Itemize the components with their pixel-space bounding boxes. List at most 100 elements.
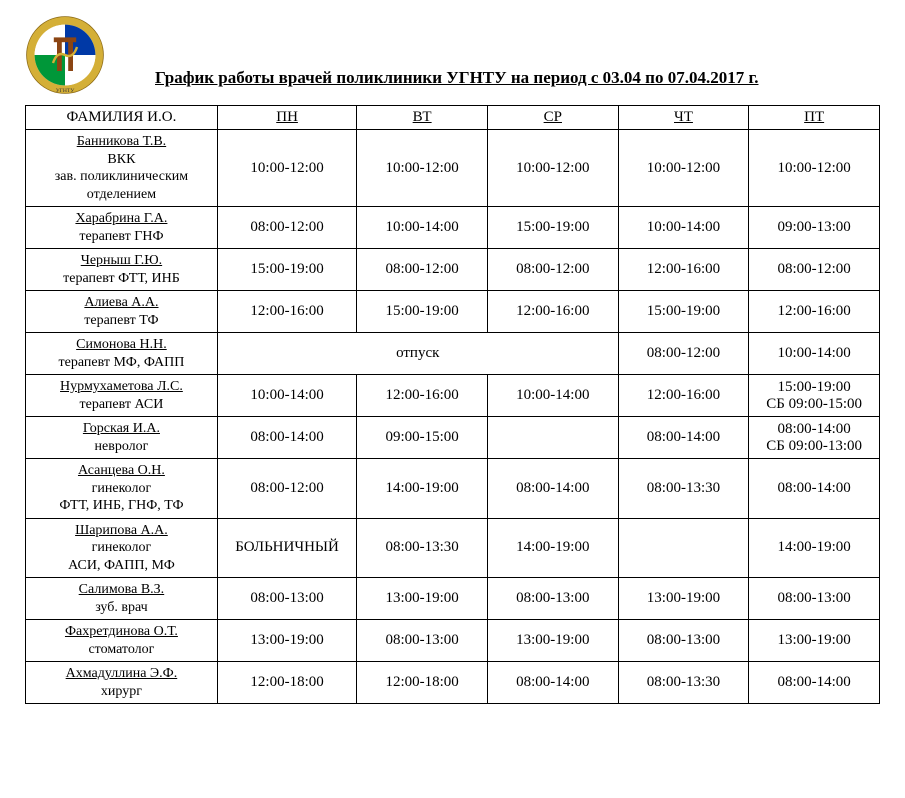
doctor-name: Асанцева О.Н. [32, 462, 211, 480]
time-cell: 12:00-16:00 [618, 249, 749, 291]
col-fri: ПТ [749, 106, 880, 130]
time-cell: 10:00-14:00 [487, 375, 618, 417]
time-cell: 08:00-14:00 [749, 459, 880, 519]
table-row: Нурмухаметова Л.С.терапевт АСИ10:00-14:0… [26, 375, 880, 417]
time-cell: 08:00-13:00 [618, 620, 749, 662]
col-name: ФАМИЛИЯ И.О. [26, 106, 218, 130]
doctor-role: зуб. врач [32, 599, 211, 617]
table-body: Банникова Т.В.ВКК зав. поликлиническим о… [26, 130, 880, 704]
time-cell: 15:00-19:00 СБ 09:00-15:00 [749, 375, 880, 417]
time-cell: 08:00-13:30 [357, 518, 488, 578]
doctor-name: Шарипова А.А. [32, 522, 211, 540]
time-cell [618, 518, 749, 578]
table-row: Симонова Н.Н.терапевт МФ, ФАППотпуск08:0… [26, 333, 880, 375]
table-row: Черныш Г.Ю.терапевт ФТТ, ИНБ15:00-19:000… [26, 249, 880, 291]
doctor-name: Алиева А.А. [32, 294, 211, 312]
time-cell: 12:00-16:00 [618, 375, 749, 417]
time-cell: 08:00-12:00 [357, 249, 488, 291]
time-cell: 09:00-15:00 [357, 417, 488, 459]
doctor-name: Нурмухаметова Л.С. [32, 378, 211, 396]
time-cell: 10:00-12:00 [749, 130, 880, 207]
time-cell: 09:00-13:00 [749, 207, 880, 249]
doctor-role: стоматолог [32, 641, 211, 659]
doctor-name: Харабрина Г.А. [32, 210, 211, 228]
time-cell: 12:00-16:00 [357, 375, 488, 417]
time-cell: 08:00-12:00 [217, 207, 356, 249]
time-cell: 08:00-13:00 [487, 578, 618, 620]
time-cell: 12:00-16:00 [217, 291, 356, 333]
doctor-name: Ахмадуллина Э.Ф. [32, 665, 211, 683]
time-cell: 13:00-19:00 [749, 620, 880, 662]
col-thu: ЧТ [618, 106, 749, 130]
doctor-role: гинеколог ФТТ, ИНБ, ГНФ, ТФ [32, 480, 211, 515]
time-cell [487, 417, 618, 459]
time-cell: 08:00-13:30 [618, 459, 749, 519]
time-cell: 10:00-12:00 [217, 130, 356, 207]
doctor-cell: Фахретдинова О.Т.стоматолог [26, 620, 218, 662]
time-cell: 15:00-19:00 [217, 249, 356, 291]
time-cell: 12:00-16:00 [749, 291, 880, 333]
col-mon: ПН [217, 106, 356, 130]
time-cell: 13:00-19:00 [357, 578, 488, 620]
svg-text:УГНТУ: УГНТУ [56, 88, 75, 94]
doctor-cell: Салимова В.З.зуб. врач [26, 578, 218, 620]
time-cell: 10:00-14:00 [618, 207, 749, 249]
schedule-table: ФАМИЛИЯ И.О. ПН ВТ СР ЧТ ПТ Банникова Т.… [25, 105, 880, 704]
doctor-role: ВКК зав. поликлиническим отделением [32, 151, 211, 204]
time-cell: 08:00-12:00 [217, 459, 356, 519]
time-cell: 10:00-12:00 [618, 130, 749, 207]
time-cell: 13:00-19:00 [618, 578, 749, 620]
time-cell: 08:00-14:00 [487, 459, 618, 519]
logo: УГНТУ [25, 15, 105, 95]
doctor-name: Симонова Н.Н. [32, 336, 211, 354]
time-cell: 12:00-18:00 [357, 662, 488, 704]
table-row: Банникова Т.В.ВКК зав. поликлиническим о… [26, 130, 880, 207]
table-row: Асанцева О.Н.гинеколог ФТТ, ИНБ, ГНФ, ТФ… [26, 459, 880, 519]
time-cell: 14:00-19:00 [357, 459, 488, 519]
table-row: Салимова В.З.зуб. врач08:00-13:0013:00-1… [26, 578, 880, 620]
doctor-cell: Харабрина Г.А.терапевт ГНФ [26, 207, 218, 249]
time-cell: 08:00-14:00 [749, 662, 880, 704]
doctor-name: Фахретдинова О.Т. [32, 623, 211, 641]
time-cell: БОЛЬНИЧНЫЙ [217, 518, 356, 578]
time-cell: 10:00-12:00 [357, 130, 488, 207]
doctor-cell: Асанцева О.Н.гинеколог ФТТ, ИНБ, ГНФ, ТФ [26, 459, 218, 519]
doctor-cell: Алиева А.А.терапевт ТФ [26, 291, 218, 333]
doctor-role: терапевт ТФ [32, 312, 211, 330]
doctor-cell: Ахмадуллина Э.Ф.хирург [26, 662, 218, 704]
time-cell: 10:00-14:00 [357, 207, 488, 249]
time-cell: 08:00-13:00 [357, 620, 488, 662]
col-wed: СР [487, 106, 618, 130]
table-row: Горская И.А.невролог08:00-14:0009:00-15:… [26, 417, 880, 459]
time-cell: 08:00-13:00 [749, 578, 880, 620]
time-cell: 08:00-12:00 [487, 249, 618, 291]
time-cell: 10:00-14:00 [749, 333, 880, 375]
header: УГНТУ График работы врачей поликлиники У… [25, 15, 880, 95]
time-cell: 15:00-19:00 [487, 207, 618, 249]
page-title: График работы врачей поликлиники УГНТУ н… [155, 68, 759, 88]
doctor-role: хирург [32, 683, 211, 701]
doctor-name: Салимова В.З. [32, 581, 211, 599]
doctor-cell: Банникова Т.В.ВКК зав. поликлиническим о… [26, 130, 218, 207]
table-row: Алиева А.А.терапевт ТФ12:00-16:0015:00-1… [26, 291, 880, 333]
time-cell: 08:00-13:30 [618, 662, 749, 704]
doctor-cell: Шарипова А.А.гинеколог АСИ, ФАПП, МФ [26, 518, 218, 578]
time-cell: 14:00-19:00 [749, 518, 880, 578]
time-cell: 12:00-18:00 [217, 662, 356, 704]
table-row: Фахретдинова О.Т.стоматолог13:00-19:0008… [26, 620, 880, 662]
doctor-cell: Симонова Н.Н.терапевт МФ, ФАПП [26, 333, 218, 375]
time-cell: 13:00-19:00 [217, 620, 356, 662]
time-cell: 08:00-14:00 [618, 417, 749, 459]
time-cell: 08:00-14:00 [217, 417, 356, 459]
time-cell: 12:00-16:00 [487, 291, 618, 333]
doctor-role: терапевт ФТТ, ИНБ [32, 270, 211, 288]
time-cell: 13:00-19:00 [487, 620, 618, 662]
time-cell: 08:00-14:00 [487, 662, 618, 704]
doctor-cell: Черныш Г.Ю.терапевт ФТТ, ИНБ [26, 249, 218, 291]
time-cell: 08:00-12:00 [618, 333, 749, 375]
table-header-row: ФАМИЛИЯ И.О. ПН ВТ СР ЧТ ПТ [26, 106, 880, 130]
time-cell: 15:00-19:00 [357, 291, 488, 333]
doctor-role: терапевт ГНФ [32, 228, 211, 246]
doctor-cell: Горская И.А.невролог [26, 417, 218, 459]
doctor-name: Черныш Г.Ю. [32, 252, 211, 270]
